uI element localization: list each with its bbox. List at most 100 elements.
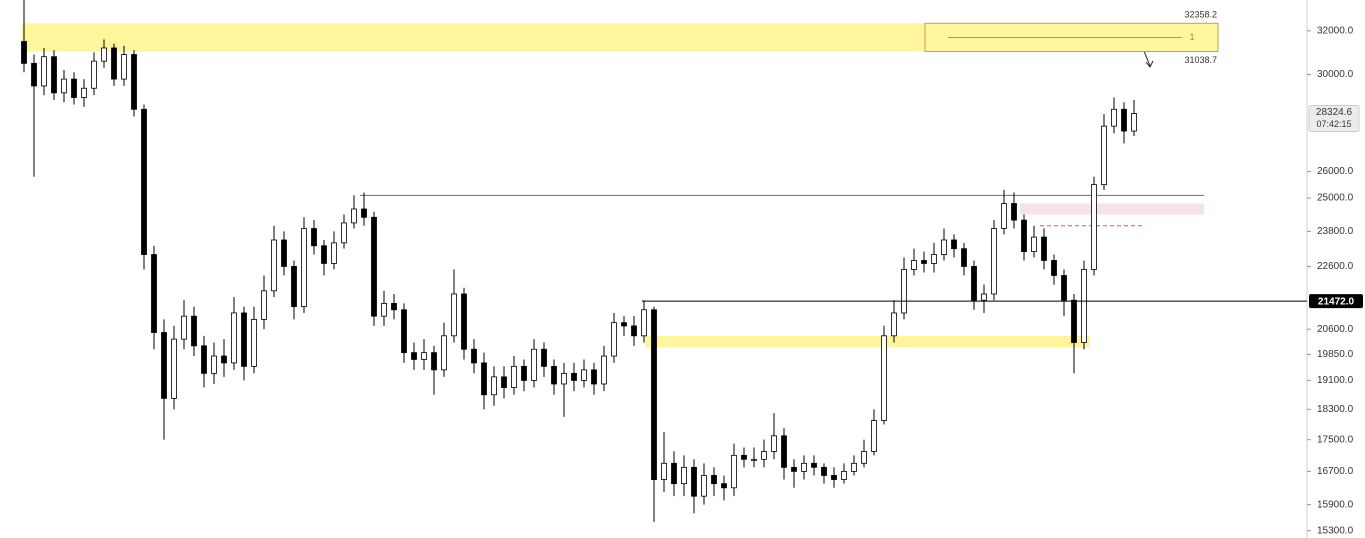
y-tick-label: 25000.0 [1317, 193, 1354, 204]
candle-body [1041, 236, 1047, 261]
demand-zone [645, 335, 1090, 348]
last-price-label: 28324.6 [1316, 107, 1353, 118]
candle-body [241, 312, 247, 367]
candle-body [931, 254, 937, 264]
candle-body [1011, 203, 1017, 221]
candle-body [681, 466, 687, 485]
price-line-tag [1309, 294, 1363, 309]
candle-body [901, 269, 907, 314]
candle-body [161, 332, 167, 399]
supply-zone [22, 23, 925, 52]
last-price-tag [1308, 104, 1360, 132]
candle-body [471, 348, 477, 364]
y-tick-label: 18300.0 [1317, 404, 1354, 415]
candle-body [731, 454, 737, 489]
candle-body [631, 325, 637, 337]
candle-body [521, 365, 527, 381]
candle-body [461, 293, 467, 350]
candle-body [361, 208, 367, 218]
candle-body [511, 365, 517, 388]
candle-body [531, 348, 537, 381]
countdown-label: 07:42:15 [1316, 119, 1351, 129]
candle-body [891, 312, 897, 337]
candle-body [771, 435, 777, 452]
candle-body [1021, 219, 1027, 253]
candle-body [321, 245, 327, 264]
candle-body [661, 462, 667, 480]
candle-body [101, 47, 107, 62]
y-tick-label: 23800.0 [1317, 226, 1354, 237]
candle-body [261, 290, 267, 320]
candle-body [971, 266, 977, 301]
y-tick-label: 22600.0 [1317, 261, 1354, 272]
candle-body [861, 451, 867, 464]
candle-body [141, 108, 147, 255]
candle-body [821, 466, 827, 476]
price-line-label: 21472.0 [1318, 296, 1355, 307]
pink-zone [1020, 203, 1204, 215]
candle-body [651, 309, 657, 480]
candle-body [691, 466, 697, 497]
candle-body [381, 302, 387, 317]
candle-body [371, 216, 377, 317]
candle-body [271, 239, 277, 292]
candle-body [111, 47, 117, 80]
candle-body [171, 338, 177, 399]
candle-body [801, 462, 807, 472]
candle-body [491, 376, 497, 396]
candle-body [561, 372, 567, 385]
candle-body [121, 54, 127, 80]
candle-body [1091, 184, 1097, 270]
candle-body [911, 260, 917, 270]
candle-body [1061, 275, 1067, 301]
candle-body [991, 228, 997, 295]
candle-body [251, 319, 257, 367]
candle-body [831, 475, 837, 480]
candle-body [341, 222, 347, 244]
candle-body [751, 458, 757, 461]
candle-body [81, 87, 87, 98]
y-tick-label: 17500.0 [1317, 434, 1354, 445]
candle-body [411, 352, 417, 360]
candle-body [641, 309, 647, 337]
range-box-label: 1 [1189, 32, 1194, 42]
candle-body [1121, 108, 1127, 132]
candle-body [451, 293, 457, 337]
candle-body [791, 466, 797, 472]
candle-body [581, 369, 587, 381]
y-tick-label: 20600.0 [1317, 324, 1354, 335]
candle-body [941, 239, 947, 255]
candle-body [871, 420, 877, 452]
candle-body [1131, 113, 1137, 132]
candle-body [301, 228, 307, 307]
candle-body [1101, 125, 1107, 186]
candle-body [181, 315, 187, 340]
candle-body [961, 248, 967, 267]
y-tick-label: 16700.0 [1317, 466, 1354, 477]
candle-body [741, 454, 747, 460]
candle-body [481, 362, 487, 396]
y-tick-label: 19100.0 [1317, 375, 1354, 386]
candle-body [501, 376, 507, 388]
candle-body [671, 462, 677, 485]
candle-body [231, 312, 237, 364]
candle-body [921, 260, 927, 264]
candle-body [851, 462, 857, 472]
candle-body [41, 56, 47, 87]
y-tick-label: 26000.0 [1317, 166, 1354, 177]
candle-body [151, 254, 157, 333]
range-low-label: 31038.7 [1184, 55, 1217, 65]
candle-body [1001, 203, 1007, 229]
candle-body [1031, 236, 1037, 253]
candle-body [591, 369, 597, 385]
candle-body [61, 78, 67, 94]
candle-body [311, 228, 317, 247]
candle-body [431, 352, 437, 371]
candle-body [401, 309, 407, 354]
y-tick-label: 30000.0 [1317, 69, 1354, 80]
candle-body [841, 470, 847, 480]
candle-body [621, 322, 627, 327]
candle-body [781, 435, 787, 468]
candle-body [201, 345, 207, 374]
